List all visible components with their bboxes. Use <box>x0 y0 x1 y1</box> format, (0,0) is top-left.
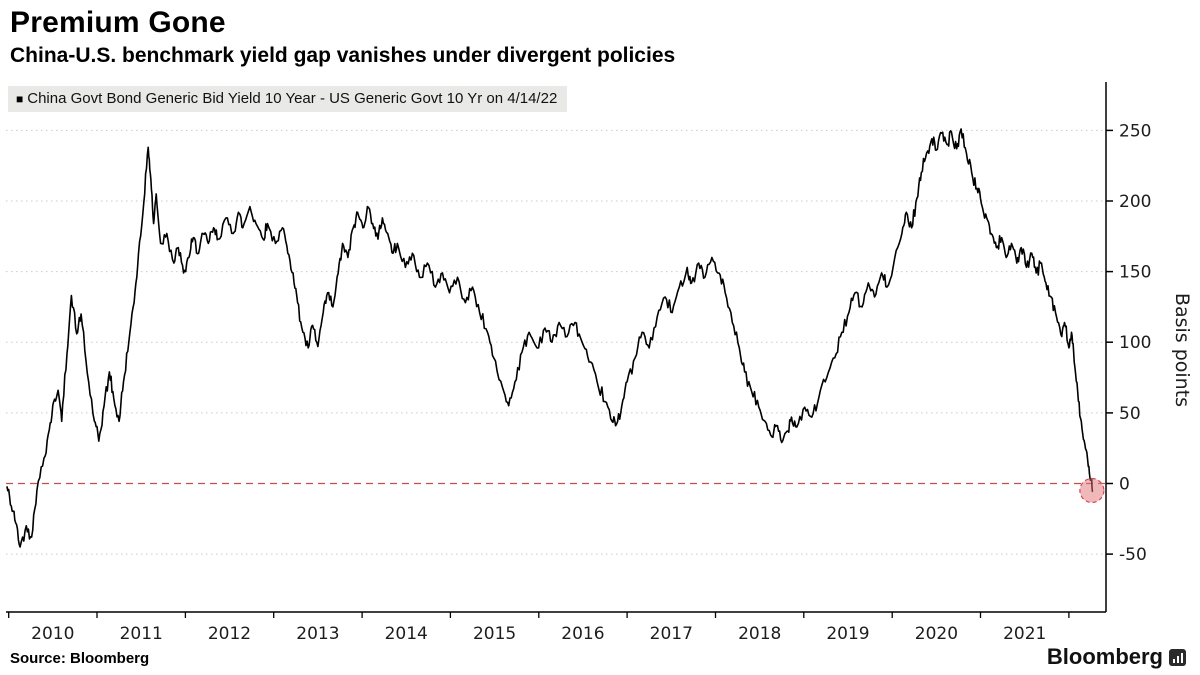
svg-text:-50: -50 <box>1119 545 1147 565</box>
bloomberg-wordmark: Bloomberg <box>1046 644 1163 669</box>
svg-text:2010: 2010 <box>31 624 74 640</box>
svg-text:250: 250 <box>1119 121 1151 141</box>
svg-text:50: 50 <box>1119 404 1141 424</box>
svg-text:2012: 2012 <box>208 624 251 640</box>
svg-text:2017: 2017 <box>650 624 693 640</box>
svg-text:2021: 2021 <box>1003 624 1046 640</box>
svg-text:200: 200 <box>1119 192 1151 212</box>
svg-text:0: 0 <box>1119 475 1130 495</box>
svg-text:2014: 2014 <box>385 624 428 640</box>
svg-text:Basis points: Basis points <box>1171 293 1193 407</box>
legend-swatch-icon: ■ <box>16 91 24 106</box>
page-title: Premium Gone <box>10 6 226 39</box>
svg-text:100: 100 <box>1119 333 1151 353</box>
yield-gap-line-chart: -50 0 50 100 150 200 250 Basis points 2010 2011 20… <box>6 82 1193 640</box>
source-credit: Source: Bloomberg <box>10 650 150 667</box>
chart-legend: ■ China Govt Bond Generic Bid Yield 10 Y… <box>8 86 568 112</box>
bloomberg-chart-icon <box>1169 648 1186 666</box>
bloomberg-brand: Bloomberg <box>1047 644 1186 670</box>
svg-text:2020: 2020 <box>915 624 958 640</box>
svg-text:2018: 2018 <box>738 624 781 640</box>
svg-text:2013: 2013 <box>296 624 339 640</box>
endpoint-highlight <box>1079 477 1105 504</box>
svg-text:2015: 2015 <box>473 624 516 640</box>
svg-text:2016: 2016 <box>561 624 604 640</box>
svg-text:2019: 2019 <box>826 624 869 640</box>
legend-label: China Govt Bond Generic Bid Yield 10 Yea… <box>27 90 558 107</box>
svg-text:150: 150 <box>1119 263 1151 283</box>
page-subtitle: China-U.S. benchmark yield gap vanishes … <box>10 44 676 67</box>
svg-text:2011: 2011 <box>120 624 163 640</box>
